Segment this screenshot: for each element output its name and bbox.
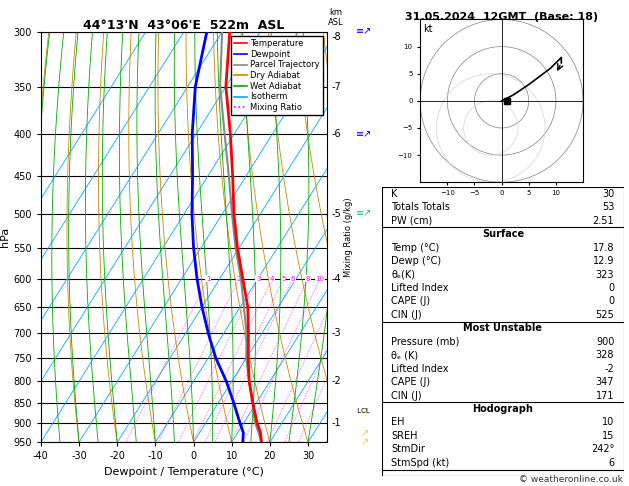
Text: Pressure (mb): Pressure (mb) (391, 337, 460, 347)
Text: Most Unstable: Most Unstable (464, 323, 542, 333)
Text: -5: -5 (331, 208, 341, 219)
Text: LCL: LCL (355, 408, 369, 414)
Text: 8: 8 (306, 276, 310, 281)
Text: EH: EH (391, 417, 405, 428)
Text: CIN (J): CIN (J) (391, 310, 422, 320)
X-axis label: Dewpoint / Temperature (°C): Dewpoint / Temperature (°C) (104, 467, 264, 477)
Text: CAPE (J): CAPE (J) (391, 377, 431, 387)
Text: © weatheronline.co.uk: © weatheronline.co.uk (519, 474, 623, 484)
Text: -6: -6 (331, 129, 341, 139)
Text: ≡↗: ≡↗ (357, 129, 372, 139)
Text: -7: -7 (331, 82, 341, 91)
Text: kt: kt (423, 24, 433, 35)
Text: ≡↗: ≡↗ (357, 208, 372, 219)
Text: 2.51: 2.51 (593, 216, 615, 226)
Legend: Temperature, Dewpoint, Parcel Trajectory, Dry Adiabat, Wet Adiabat, Isotherm, Mi: Temperature, Dewpoint, Parcel Trajectory… (231, 36, 323, 115)
Text: 0: 0 (608, 296, 615, 307)
Text: 17.8: 17.8 (593, 243, 615, 253)
Text: -2: -2 (331, 376, 341, 386)
Text: Temp (°C): Temp (°C) (391, 243, 440, 253)
Text: θₑ (K): θₑ (K) (391, 350, 419, 360)
Text: 171: 171 (596, 391, 615, 400)
Text: -8: -8 (331, 33, 341, 42)
Text: SREH: SREH (391, 431, 418, 441)
Text: Totals Totals: Totals Totals (391, 202, 450, 212)
Text: Mixing Ratio (g/kg): Mixing Ratio (g/kg) (344, 197, 353, 277)
Text: ≡↗: ≡↗ (357, 27, 372, 36)
Text: CIN (J): CIN (J) (391, 391, 422, 400)
Text: -3: -3 (331, 329, 341, 338)
Text: 3: 3 (256, 276, 260, 281)
Y-axis label: hPa: hPa (1, 227, 11, 247)
Text: ↗: ↗ (360, 437, 369, 447)
Text: 242°: 242° (591, 444, 615, 454)
Text: StmDir: StmDir (391, 444, 425, 454)
Text: 323: 323 (596, 270, 615, 279)
Text: PW (cm): PW (cm) (391, 216, 433, 226)
Text: 5: 5 (281, 276, 286, 281)
Text: 15: 15 (602, 431, 615, 441)
Text: Hodograph: Hodograph (472, 404, 533, 414)
Text: -4: -4 (331, 274, 341, 283)
Text: 1: 1 (206, 276, 211, 281)
Text: km
ASL: km ASL (328, 8, 344, 28)
Text: StmSpd (kt): StmSpd (kt) (391, 458, 450, 468)
Text: 525: 525 (596, 310, 615, 320)
Text: -1: -1 (331, 418, 341, 428)
Text: K: K (391, 189, 398, 199)
Title: 44°13'N  43°06'E  522m  ASL: 44°13'N 43°06'E 522m ASL (83, 18, 285, 32)
Text: 10: 10 (316, 276, 325, 281)
Text: 900: 900 (596, 337, 615, 347)
Text: 6: 6 (291, 276, 295, 281)
Text: 53: 53 (602, 202, 615, 212)
Text: CAPE (J): CAPE (J) (391, 296, 431, 307)
Text: 0: 0 (608, 283, 615, 293)
Text: 6: 6 (608, 458, 615, 468)
Text: ↗: ↗ (360, 406, 369, 416)
Text: 12.9: 12.9 (593, 256, 615, 266)
Text: 10: 10 (602, 417, 615, 428)
Text: Surface: Surface (482, 229, 524, 239)
Text: 347: 347 (596, 377, 615, 387)
Text: Dewp (°C): Dewp (°C) (391, 256, 442, 266)
Text: 328: 328 (596, 350, 615, 360)
Text: 31.05.2024  12GMT  (Base: 18): 31.05.2024 12GMT (Base: 18) (405, 12, 598, 22)
Text: Lifted Index: Lifted Index (391, 283, 449, 293)
Text: 2: 2 (237, 276, 242, 281)
Text: Lifted Index: Lifted Index (391, 364, 449, 374)
Text: 30: 30 (602, 189, 615, 199)
Text: 4: 4 (270, 276, 274, 281)
Text: ↗: ↗ (360, 428, 369, 438)
Text: θₑ(K): θₑ(K) (391, 270, 416, 279)
Text: -2: -2 (604, 364, 615, 374)
